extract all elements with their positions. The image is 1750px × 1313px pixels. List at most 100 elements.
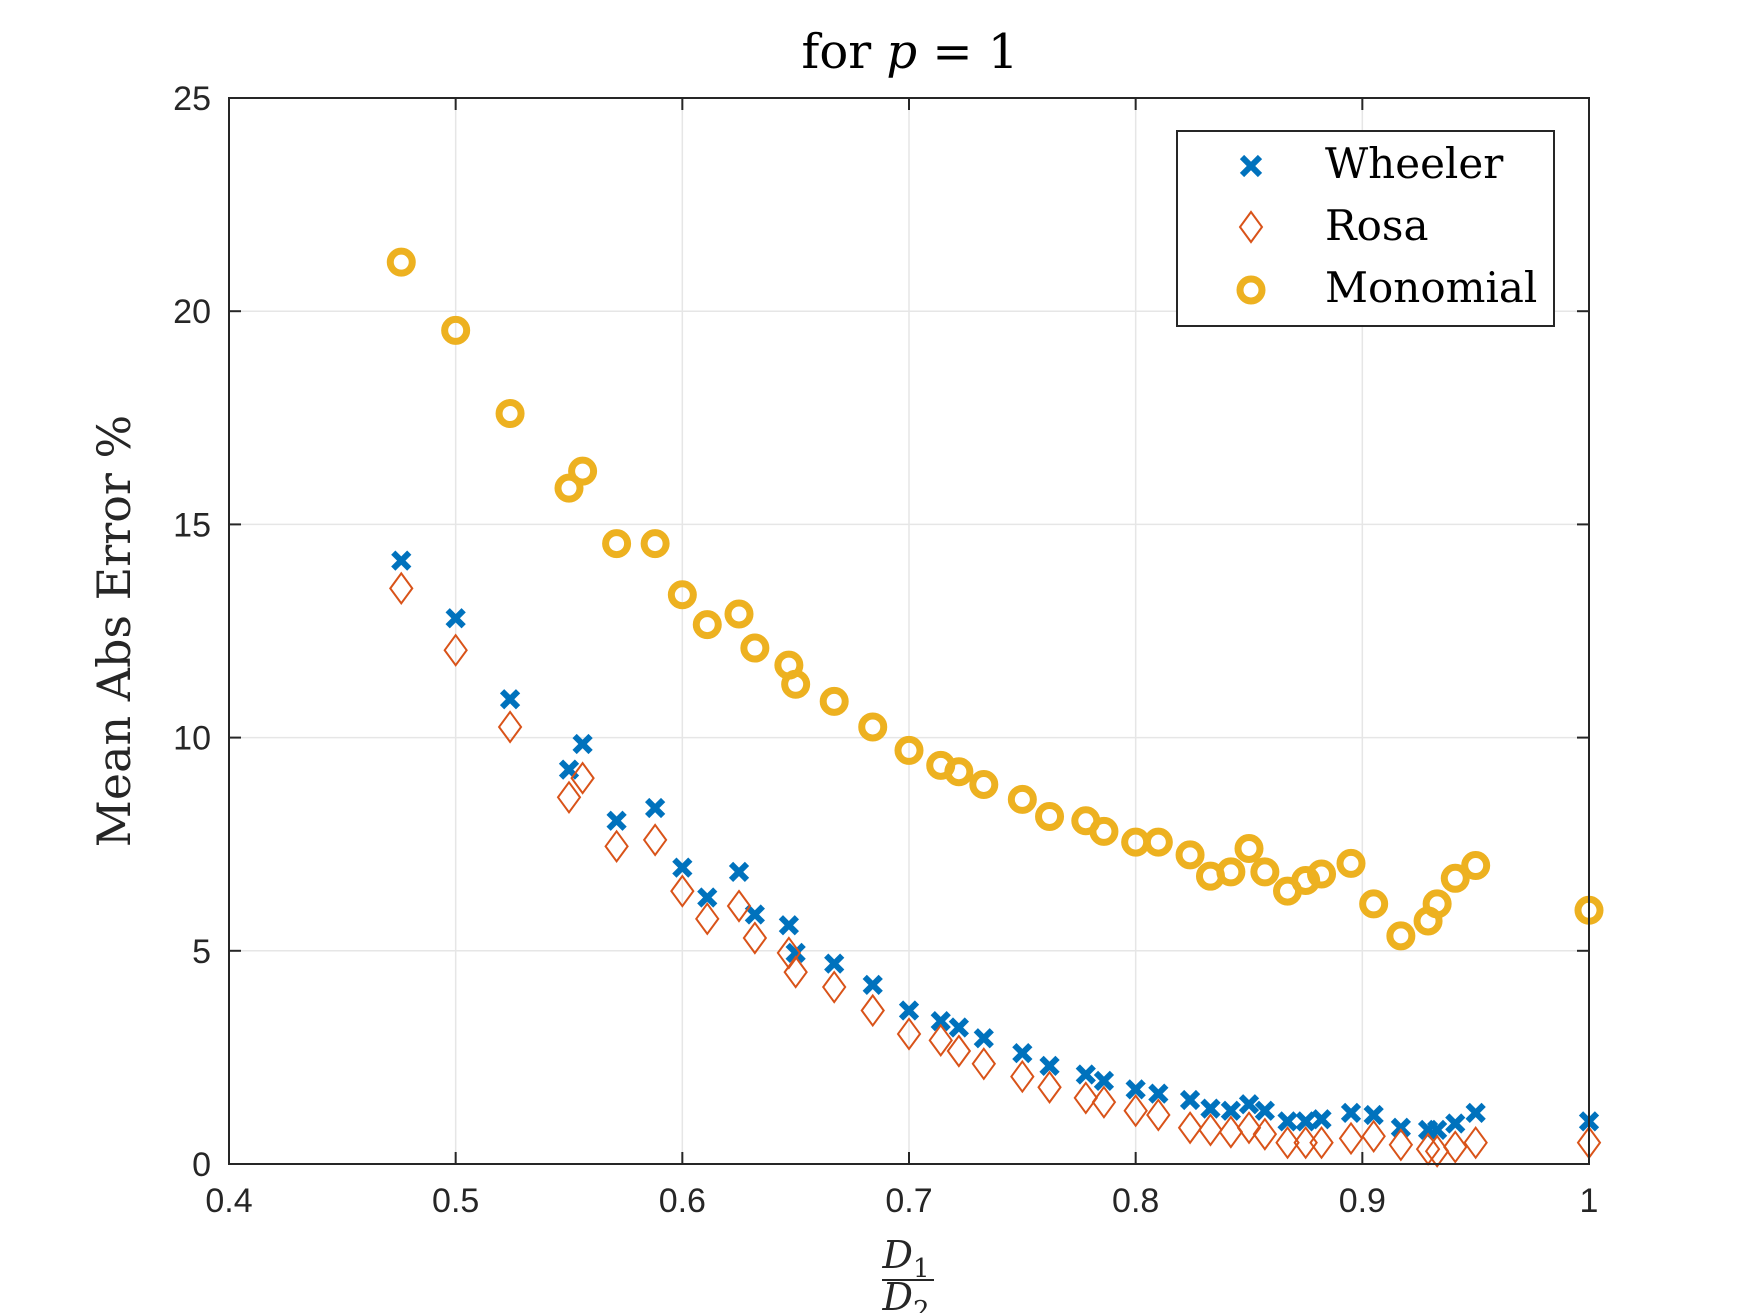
wheeler-point (1179, 1089, 1201, 1111)
y-tick-label: 10 (173, 720, 211, 758)
rosa-point (1252, 1117, 1278, 1151)
monomial-point (1386, 921, 1416, 951)
monomial-point (441, 315, 471, 345)
legend-item-monomial: Monomial (1236, 263, 1537, 312)
monomial-point (568, 456, 598, 486)
wheeler-point (1390, 1117, 1411, 1138)
wheeler-point (1363, 1104, 1384, 1126)
rosa-point (821, 970, 847, 1004)
wheeler-point (1148, 1083, 1169, 1104)
wheeler-point (1093, 1070, 1115, 1091)
y-axis-label: Mean Abs Error % (87, 415, 141, 847)
rosa-point (556, 780, 582, 814)
monomial-point (386, 247, 416, 277)
wheeler-point (1445, 1113, 1466, 1134)
wheeler-point (930, 1011, 951, 1032)
wheeler-point (1125, 1079, 1146, 1100)
wheeler-point (697, 887, 718, 908)
monomial-point (969, 770, 999, 800)
monomial-point (1234, 833, 1264, 863)
x-axis-label: D1 D2 (881, 1233, 934, 1313)
series-monomial (386, 247, 1604, 951)
rosa-point (896, 1017, 922, 1051)
monomial-point (1359, 889, 1389, 919)
monomial-point (819, 686, 849, 716)
rosa-point (928, 1023, 953, 1058)
monomial-point (667, 580, 697, 610)
x-tick-label: 0.7 (885, 1182, 932, 1220)
monomial-point (781, 669, 811, 699)
y-tick-label: 15 (173, 506, 211, 544)
rosa-point (695, 902, 720, 936)
rosa-point (726, 889, 752, 923)
series-layer (386, 247, 1604, 1168)
rosa-point (604, 829, 629, 864)
wheeler-point (1277, 1111, 1298, 1132)
legend-label-rosa: Rosa (1325, 201, 1429, 250)
rosa-point (1010, 1059, 1035, 1094)
wheeler-point (1220, 1100, 1241, 1121)
rosa-point (670, 874, 695, 908)
wheeler-point (728, 861, 750, 883)
wheeler-point (744, 904, 765, 925)
series-rosa (389, 571, 1602, 1168)
wheeler-point (391, 550, 412, 571)
rosa-point (1073, 1081, 1099, 1115)
legend-marker-monomial (1236, 275, 1266, 305)
x-tick-label: 0.4 (205, 1182, 252, 1220)
y-tick-labels: 0 5 10 15 20 25 (173, 80, 211, 1184)
monomial-point (1250, 857, 1280, 887)
wheeler-point (948, 1017, 969, 1038)
rosa-point (642, 823, 668, 857)
monomial-point (1035, 801, 1065, 831)
x-axis-label-denominator: D2 (881, 1275, 929, 1313)
legend-label-wheeler: Wheeler (1325, 139, 1504, 188)
monomial-point (858, 712, 888, 742)
rosa-point (1198, 1113, 1223, 1147)
monomial-point (740, 633, 770, 663)
chart-title: for p = 1 (802, 24, 1019, 80)
monomial-point (602, 529, 632, 559)
wheeler-point (778, 915, 799, 936)
monomial-point (554, 473, 584, 503)
legend: Wheeler Rosa Monomial (1176, 130, 1555, 327)
rosa-point (1443, 1130, 1468, 1164)
monomial-point (1007, 784, 1037, 814)
wheeler-point (785, 942, 806, 964)
y-tick-label: 0 (192, 1146, 211, 1184)
rosa-point (443, 633, 468, 667)
rosa-point (1309, 1125, 1334, 1160)
rosa-point (1236, 1111, 1262, 1145)
x-tick-label: 0.6 (659, 1182, 706, 1220)
rosa-point (389, 571, 414, 606)
monomial-point (724, 599, 754, 629)
y-tick-label: 20 (173, 293, 211, 331)
rosa-point (1463, 1125, 1488, 1160)
rosa-point (497, 710, 523, 744)
x-tick-label: 0.8 (1112, 1182, 1159, 1220)
monomial-point (944, 757, 974, 787)
x-tick-labels: 0.4 0.5 0.6 0.7 0.8 0.9 1 (205, 1182, 1598, 1220)
wheeler-point (1254, 1100, 1275, 1121)
monomial-point (1307, 859, 1337, 889)
monomial-point (495, 399, 525, 429)
wheeler-point (1200, 1098, 1221, 1119)
monomial-point (692, 610, 722, 640)
axes-box (228, 97, 1590, 1165)
wheeler-point (898, 1000, 920, 1021)
wheeler-point (645, 797, 666, 819)
x-tick-label: 0.9 (1339, 1182, 1386, 1220)
legend-item-rosa: Rosa (1238, 201, 1429, 250)
rosa-point (1123, 1094, 1148, 1128)
wheeler-point (973, 1028, 994, 1049)
rosa-point (1177, 1111, 1203, 1145)
monomial-point (1461, 851, 1491, 881)
y-tick-label: 5 (192, 933, 211, 971)
wheeler-point (572, 733, 593, 755)
monomial-point (1440, 863, 1470, 893)
legend-marker-wheeler (1239, 154, 1263, 178)
monomial-point (640, 529, 670, 559)
x-tick-label: 0.5 (432, 1182, 479, 1220)
rosa-point (783, 955, 808, 989)
